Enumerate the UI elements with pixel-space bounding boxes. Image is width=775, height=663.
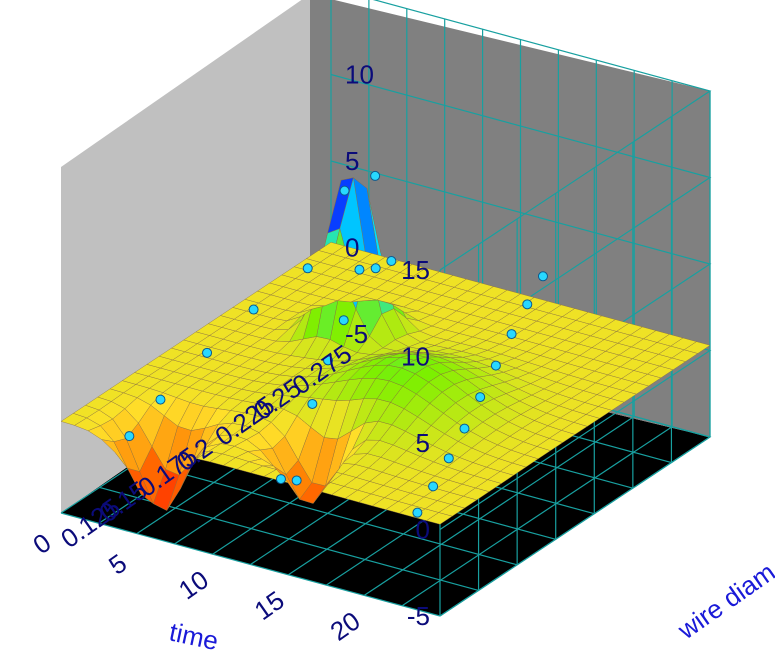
y-axis-label: wire diam <box>671 557 775 646</box>
z-tick-label-right: 10 <box>345 60 374 90</box>
data-point <box>370 170 381 181</box>
data-points <box>124 170 548 518</box>
z-tick-label-left: 10 <box>401 342 430 372</box>
time-floor-gridline <box>401 426 673 607</box>
z-tick-label-left: -5 <box>407 601 430 631</box>
time-floor-gridline <box>439 436 711 617</box>
x-tick-label: 20 <box>325 605 366 646</box>
z-tick-label-left: 15 <box>401 255 430 285</box>
data-point <box>248 304 259 315</box>
diam-floor-gridline <box>137 461 518 566</box>
data-point <box>370 263 381 274</box>
z-tick-label-right: 0 <box>345 233 359 263</box>
data-point <box>307 398 318 409</box>
x-tick-label: 5 <box>103 548 132 581</box>
data-point <box>443 453 454 464</box>
data-point <box>155 394 166 405</box>
data-point <box>354 264 365 275</box>
data-point <box>339 185 350 196</box>
data-point <box>412 507 423 518</box>
data-point <box>338 315 349 326</box>
x-tick-label: 10 <box>173 564 214 605</box>
z-tick-label-left: 0 <box>416 515 430 545</box>
data-point <box>124 431 135 442</box>
z-tick-label-right: 15 <box>345 0 374 3</box>
data-point <box>506 329 517 340</box>
surface-cell <box>318 242 346 255</box>
data-point <box>490 360 501 371</box>
diam-floor-gridline <box>60 512 441 617</box>
time-floor-gridline <box>363 415 635 596</box>
z-tick-label-left: 5 <box>416 428 430 458</box>
data-point <box>291 475 302 486</box>
z-tick-label-right: -5 <box>345 319 368 349</box>
data-point <box>537 271 548 282</box>
x-axis-label: time <box>167 617 221 657</box>
data-point <box>475 392 486 403</box>
data-point <box>302 263 313 274</box>
data-point <box>428 481 439 492</box>
data-point <box>386 256 397 267</box>
x-tick-label: 0 <box>27 527 56 560</box>
data-point <box>522 299 533 310</box>
data-point <box>459 423 470 434</box>
data-point <box>275 474 286 485</box>
data-point <box>202 347 213 358</box>
data-point <box>323 355 334 366</box>
z-tick-label-right: 5 <box>345 146 359 176</box>
surface <box>60 177 711 525</box>
x-tick-label: 15 <box>249 585 290 626</box>
